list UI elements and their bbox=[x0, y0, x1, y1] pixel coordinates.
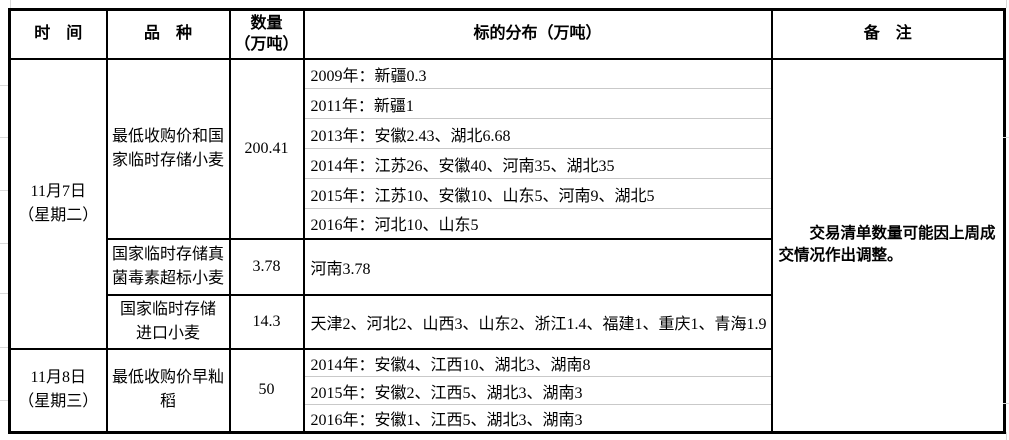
table-row: 2013年：安徽2.43、湖北6.68 bbox=[10, 118, 1005, 149]
gridline-stub bbox=[1006, 432, 1007, 440]
cell-distribution-rice-2014: 2014年：安徽4、江西10、湖北3、湖南8 bbox=[302, 347, 773, 377]
cell-distribution-rice-2016: 2016年：安徽1、江西5、湖北3、湖南3 bbox=[302, 404, 773, 433]
gridline-stub bbox=[10, 0, 11, 8]
table-row: 11月7日 （星期二） 最低收购价和国 家临时存储小麦 200.41 2009年… bbox=[8, 57, 1006, 434]
header-distribution: 标的分布（万吨） bbox=[302, 8, 773, 60]
cell-quantity-imported-wheat: 14.3 bbox=[228, 293, 305, 350]
cell-distribution-2016: 2016年：河北10、山东5 bbox=[302, 208, 773, 239]
cell-distribution-2011: 2011年：新疆1 bbox=[302, 88, 773, 119]
cell-time-nov7: 11月7日 （星期二） bbox=[8, 57, 108, 350]
table-row: 2011年：新疆1 bbox=[10, 88, 1005, 119]
header-note: 备 注 bbox=[770, 8, 1006, 60]
gridline-stub bbox=[0, 293, 8, 294]
cell-distribution-rice-2015: 2015年：安徽2、江西5、湖北3、湖南3 bbox=[302, 376, 773, 405]
gridline-stub bbox=[1003, 137, 1009, 138]
cell-distribution-toxin-wheat: 河南3.78 bbox=[302, 237, 773, 295]
cell-variety-imported-wheat: 国家临时存储 进口小麦 bbox=[105, 293, 231, 350]
gridline-stub bbox=[0, 137, 8, 138]
cell-distribution-2013: 2013年：安徽2.43、湖北6.68 bbox=[302, 118, 773, 149]
cell-distribution-2009: 2009年：新疆0.3 bbox=[302, 58, 773, 89]
cell-quantity-early-rice: 50 bbox=[228, 347, 305, 434]
cell-variety-min-price-wheat: 最低收购价和国 家临时存储小麦 bbox=[105, 57, 231, 240]
gridline-stub bbox=[0, 347, 8, 348]
table-row: 国家临时存储 进口小麦 14.3 天津2、河北2、山西3、山东2、浙江1.4、福… bbox=[10, 293, 1005, 350]
cell-distribution-imported-wheat: 天津2、河北2、山西3、山东2、浙江1.4、福建1、重庆1、青海1.9 bbox=[302, 293, 773, 349]
table-row: 2016年：安徽1、江西5、湖北3、湖南3 bbox=[10, 404, 1005, 433]
cell-variety-toxin-wheat: 国家临时存储真 菌毒素超标小麦 bbox=[105, 237, 231, 296]
cell-note: 交易清单数量可能因上周成 交情况作出调整。 bbox=[770, 57, 1006, 434]
table-header-row: 时 间 品 种 数量 （万吨） 标的分布（万吨） 备 注 bbox=[8, 8, 1006, 60]
cell-time-nov8: 11月8日 （星期三） bbox=[8, 347, 108, 434]
cell-distribution-2015: 2015年：江苏10、安徽10、山东5、河南9、湖北5 bbox=[302, 178, 773, 209]
table-row: 2015年：江苏10、安徽10、山东5、河南9、湖北5 bbox=[10, 178, 1005, 209]
gridline-stub bbox=[0, 85, 8, 86]
gridline-stub bbox=[0, 243, 8, 244]
grain-auction-table: 时 间 品 种 数量 （万吨） 标的分布（万吨） 备 注 11月7日 （星期二）… bbox=[8, 8, 1006, 434]
gridline-stub bbox=[1006, 0, 1007, 8]
gridline-stub bbox=[1003, 403, 1009, 404]
header-time: 时 间 bbox=[8, 8, 108, 60]
cell-variety-early-rice: 最低收购价早籼 稻 bbox=[105, 347, 231, 434]
header-variety: 品 种 bbox=[105, 8, 231, 60]
table-row: 国家临时存储真 菌毒素超标小麦 3.78 河南3.78 bbox=[10, 237, 1005, 296]
table-row: 2016年：河北10、山东5 bbox=[10, 208, 1005, 239]
cell-quantity-toxin-wheat: 3.78 bbox=[228, 237, 305, 296]
cell-quantity-wheat: 200.41 bbox=[228, 57, 305, 240]
table-row: 11月8日 （星期三） 最低收购价早籼 稻 50 2014年：安徽4、江西10、… bbox=[8, 347, 1005, 434]
note-text: 交易清单数量可能因上周成 交情况作出调整。 bbox=[778, 224, 996, 265]
cell-distribution-2014: 2014年：江苏26、安徽40、河南35、湖北35 bbox=[302, 148, 773, 179]
gridline-stub bbox=[0, 190, 8, 191]
gridline-stub bbox=[0, 400, 8, 401]
header-quantity: 数量 （万吨） bbox=[228, 8, 305, 60]
